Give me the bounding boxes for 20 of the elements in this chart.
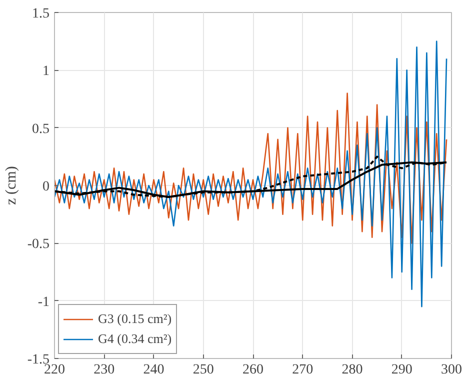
y-tick-label: 0 xyxy=(42,180,50,194)
y-tick-label: 0.5 xyxy=(32,122,50,137)
x-tick-label: 260 xyxy=(242,362,264,376)
x-tick-label: 280 xyxy=(342,362,363,376)
x-tick-label: 300 xyxy=(441,362,462,376)
line-series xyxy=(54,92,448,244)
x-tick-label: 230 xyxy=(94,362,115,376)
y-tick-label: 1.5 xyxy=(32,6,50,22)
y-axis-title: z (cm) xyxy=(3,166,20,205)
x-tick-label: 220 xyxy=(44,362,65,376)
legend-label: G4 (0.34 cm²) xyxy=(98,331,172,347)
y-tick-label: 1 xyxy=(42,64,50,80)
x-tick-label: 240 xyxy=(143,362,164,376)
legend-label: G3 (0.15 cm²) xyxy=(98,311,172,327)
x-tick-label: 250 xyxy=(192,362,214,376)
line-series xyxy=(54,40,448,308)
y-tick-label: -1 xyxy=(38,294,50,310)
y-tick-label: -0.5 xyxy=(27,237,50,252)
x-tick-label: 290 xyxy=(391,362,412,376)
x-tick-label: 270 xyxy=(292,362,314,376)
